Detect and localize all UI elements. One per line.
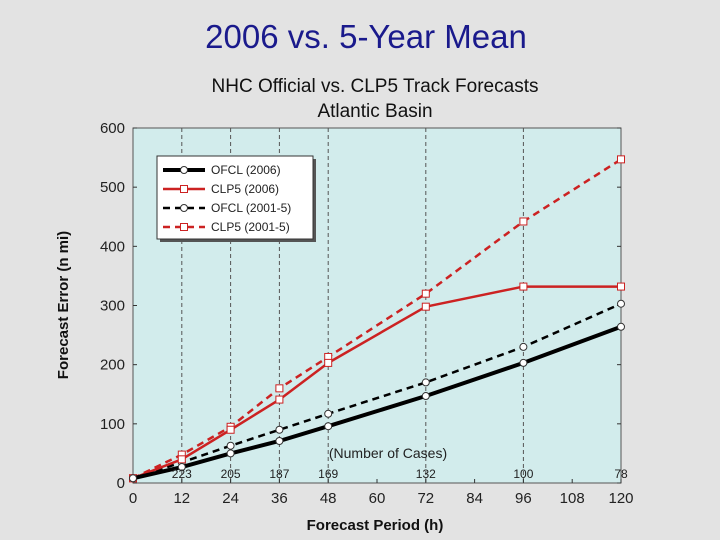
chart-subtitle: Atlantic Basin xyxy=(317,101,432,122)
case-counts: 223 205 187 169 132 100 78 xyxy=(172,467,628,481)
legend-label-3: CLP5 (2001-5) xyxy=(211,220,290,234)
point-3-36 xyxy=(275,384,284,393)
point-2-48 xyxy=(324,409,333,418)
point-3-120 xyxy=(617,155,625,164)
point-0-120 xyxy=(617,322,625,331)
series-line-1 xyxy=(132,285,621,480)
x-tick-label-96: 96 xyxy=(515,490,532,507)
case-count-12: 223 xyxy=(172,467,192,481)
x-tick-label-60: 60 xyxy=(369,490,386,507)
point-2-120 xyxy=(617,299,625,308)
point-0-96 xyxy=(519,358,528,367)
legend-marker-0 xyxy=(180,166,188,174)
x-tick-label-36: 36 xyxy=(271,490,288,507)
legend: OFCL (2006) CLP5 (2006) OFCL (2001-5) CLP5 … xyxy=(156,155,316,242)
point-2-36 xyxy=(275,425,284,434)
x-tick-label-12: 12 xyxy=(173,490,190,507)
point-0-48 xyxy=(324,422,333,431)
x-tick-label-24: 24 xyxy=(222,490,239,507)
y-tick-label-300: 300 xyxy=(100,298,125,315)
case-count-36: 187 xyxy=(269,467,289,481)
slide-title: 2006 vs. 5-Year Mean xyxy=(205,18,527,55)
point-1-72 xyxy=(421,302,430,311)
point-3-96 xyxy=(519,217,528,226)
case-count-120: 78 xyxy=(614,467,628,481)
point-1-36 xyxy=(275,395,284,404)
legend-marker-3 xyxy=(180,223,188,231)
case-count-48: 169 xyxy=(318,467,338,481)
point-3-72 xyxy=(421,289,430,298)
point-1-48 xyxy=(324,358,333,367)
point-1-24 xyxy=(226,425,235,434)
x-axis-label: Forecast Period (h) xyxy=(307,517,444,534)
y-tick-label-600: 600 xyxy=(100,120,125,137)
point-0-0 xyxy=(129,474,137,483)
y-tick-label-400: 400 xyxy=(100,238,125,255)
point-2-96 xyxy=(519,342,528,351)
point-2-24 xyxy=(226,441,235,450)
point-0-72 xyxy=(421,392,430,401)
y-tick-label-500: 500 xyxy=(100,179,125,196)
point-0-12 xyxy=(177,463,186,472)
x-tick-label-84: 84 xyxy=(466,490,483,507)
legend-label-0: OFCL (2006) xyxy=(211,163,281,177)
case-count-96: 100 xyxy=(513,467,533,481)
x-tick-label-48: 48 xyxy=(320,490,337,507)
series-0 xyxy=(129,322,625,483)
case-count-24: 205 xyxy=(221,467,241,481)
series-line-3 xyxy=(132,158,622,480)
series-line-0 xyxy=(132,324,622,481)
y-tick-label-0: 0 xyxy=(117,475,125,492)
y-tick-label-200: 200 xyxy=(100,357,125,374)
data-series xyxy=(129,155,625,483)
y-tick-label-100: 100 xyxy=(100,416,125,433)
point-0-36 xyxy=(275,436,284,445)
legend-label-2: OFCL (2001-5) xyxy=(211,201,291,215)
y-axis-label: Forecast Error (n mi) xyxy=(55,231,72,379)
chart-title: NHC Official vs. CLP5 Track Forecasts xyxy=(212,76,539,97)
cases-label: (Number of Cases) xyxy=(329,445,447,461)
legend-marker-2 xyxy=(180,204,188,212)
x-tick-label-0: 0 xyxy=(129,490,137,507)
point-1-12 xyxy=(177,455,186,464)
x-tick-label-108: 108 xyxy=(560,490,585,507)
point-0-24 xyxy=(226,449,235,458)
point-1-96 xyxy=(519,282,528,291)
point-2-72 xyxy=(421,378,430,387)
x-tick-label-120: 120 xyxy=(608,490,633,507)
x-tick-label-72: 72 xyxy=(417,490,434,507)
axis-ticks: 0 12 24 36 48 60 72 84 96 108 120 0 100 200 300 400 500 6… xyxy=(100,120,634,507)
legend-label-1: CLP5 (2006) xyxy=(211,182,279,196)
case-count-72: 132 xyxy=(416,467,436,481)
point-1-120 xyxy=(617,282,625,291)
legend-marker-1 xyxy=(180,185,188,193)
